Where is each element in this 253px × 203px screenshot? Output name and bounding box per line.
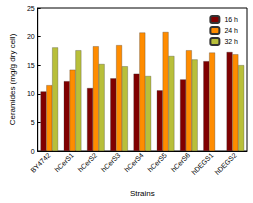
svg-text:10: 10 — [27, 90, 35, 97]
svg-text:hCerS1: hCerS1 — [53, 151, 75, 173]
svg-text:BY4742: BY4742 — [29, 151, 52, 174]
svg-text:hCerS5: hCerS5 — [146, 151, 168, 173]
svg-text:hCerS2: hCerS2 — [77, 151, 99, 173]
svg-text:0: 0 — [31, 148, 35, 155]
svg-text:Strains: Strains — [130, 189, 155, 198]
svg-text:15: 15 — [27, 62, 35, 69]
svg-text:hCerS4: hCerS4 — [123, 151, 145, 173]
svg-text:20: 20 — [27, 33, 35, 40]
svg-text:16 h: 16 h — [224, 16, 238, 23]
svg-text:Ceramides (mg/g dry cell): Ceramides (mg/g dry cell) — [8, 33, 17, 125]
svg-text:32 h: 32 h — [224, 38, 238, 45]
svg-text:25: 25 — [27, 5, 35, 12]
svg-text:hCerS6: hCerS6 — [170, 151, 192, 173]
svg-text:hDEGS2: hDEGS2 — [213, 151, 238, 176]
svg-text:24 h: 24 h — [224, 27, 238, 34]
svg-text:hCerS3: hCerS3 — [100, 151, 122, 173]
svg-text:hDEGS1: hDEGS1 — [190, 151, 215, 176]
svg-text:5: 5 — [31, 119, 35, 126]
